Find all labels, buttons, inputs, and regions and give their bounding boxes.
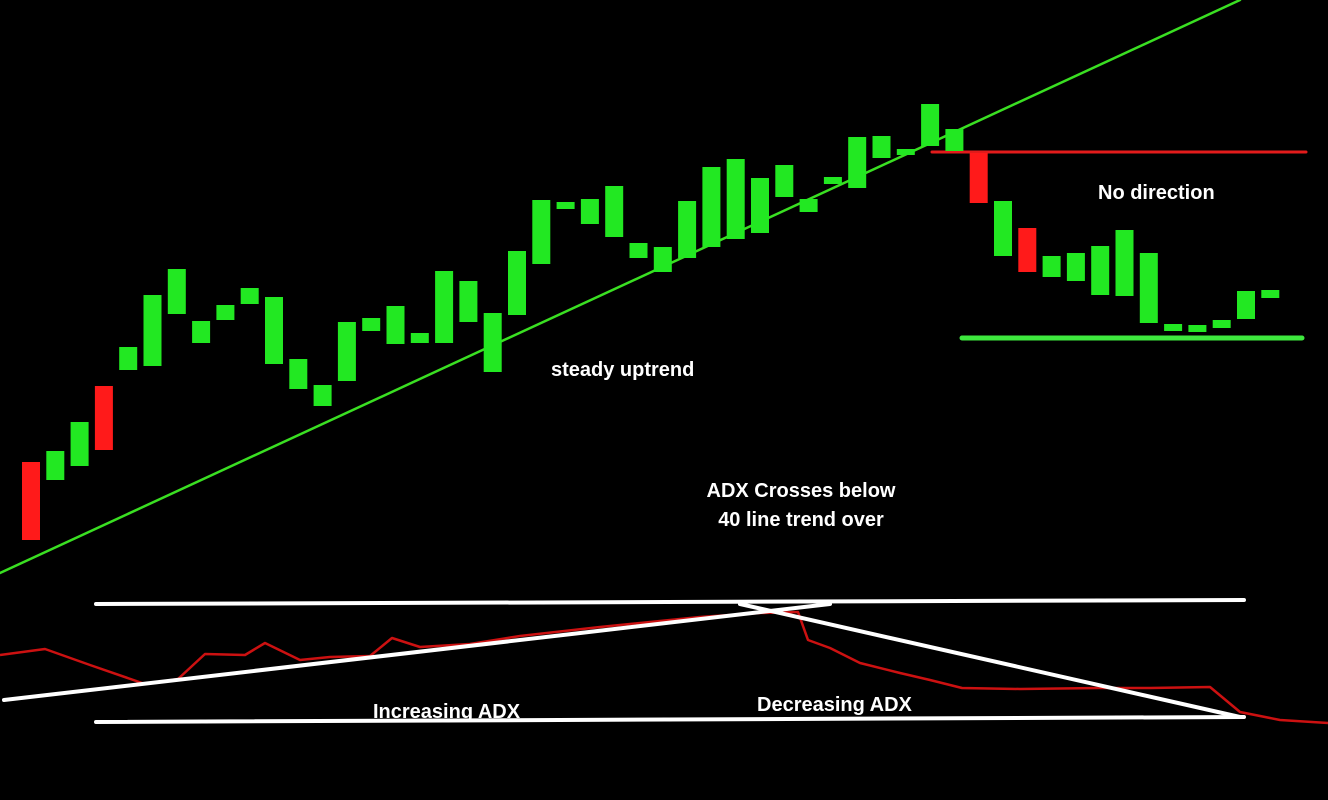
bullish-candle [872, 136, 891, 158]
bullish-candle [459, 281, 478, 322]
bullish-candle [483, 313, 502, 372]
uptrend-line [0, 0, 1242, 575]
bullish-candle [289, 359, 308, 389]
bullish-candle [921, 104, 940, 146]
bullish-candle [410, 333, 429, 343]
bullish-candle [799, 199, 818, 212]
bullish-candle [1188, 325, 1207, 332]
bullish-candle [1237, 291, 1255, 319]
bearish-candle [969, 153, 988, 203]
bearish-candle [22, 462, 40, 540]
bullish-candle [1066, 253, 1085, 281]
bullish-candle [337, 322, 356, 381]
adx-line [0, 610, 1328, 725]
adx-cross-label-line2: 40 line trend over [718, 509, 884, 531]
bullish-candle [1261, 290, 1280, 298]
bullish-candle [945, 129, 964, 151]
bullish-candle [580, 199, 599, 224]
bullish-candle [653, 247, 672, 272]
bullish-candle [265, 297, 283, 364]
bullish-candle [119, 347, 138, 370]
price-reference-lines [0, 0, 1308, 575]
bullish-candle [751, 178, 769, 233]
bullish-candle [605, 186, 624, 237]
bullish-candle [435, 271, 454, 343]
bullish-candle [556, 202, 575, 209]
bullish-candle [1139, 253, 1158, 323]
bullish-candle [629, 243, 648, 258]
bullish-candle [532, 200, 551, 264]
bullish-candle [46, 451, 65, 480]
bullish-candle [240, 288, 259, 304]
bullish-candle [386, 306, 405, 344]
bearish-candle [94, 386, 113, 450]
adx-lower-bound-line [94, 715, 1246, 724]
bullish-candle [678, 201, 697, 258]
bullish-candle [726, 159, 745, 239]
no-direction-label: No direction [1098, 182, 1215, 204]
bullish-candle [216, 305, 235, 320]
bullish-candle [1164, 324, 1183, 331]
candlestick-series [22, 104, 1280, 540]
bullish-candle [775, 165, 794, 197]
bullish-candle [1042, 256, 1061, 277]
bullish-candle [1115, 230, 1134, 296]
bullish-candle [1212, 320, 1231, 328]
bullish-candle [167, 269, 186, 314]
decreasing-adx-label: Decreasing ADX [757, 694, 913, 716]
bullish-candle [362, 318, 381, 331]
bullish-candle [896, 149, 915, 155]
bullish-candle [994, 201, 1012, 256]
adx-cross-label-line1: ADX Crosses below [707, 480, 896, 502]
bullish-candle [702, 167, 721, 247]
bullish-candle [313, 385, 332, 406]
bullish-candle [823, 177, 842, 184]
decreasing-adx-line [738, 602, 1242, 719]
bullish-candle [192, 321, 211, 343]
bullish-candle [143, 295, 162, 366]
bullish-candle [70, 422, 89, 466]
bullish-candle [508, 251, 526, 315]
adx-panel [0, 598, 1328, 725]
bearish-candle [1018, 228, 1037, 272]
increasing-adx-line [2, 602, 832, 702]
bullish-candle [848, 137, 867, 188]
increasing-adx-label: Increasing ADX [373, 701, 521, 723]
steady-uptrend-label: steady uptrend [551, 359, 694, 381]
bullish-candle [1091, 246, 1110, 295]
adx-upper-bound-line [94, 598, 1246, 606]
